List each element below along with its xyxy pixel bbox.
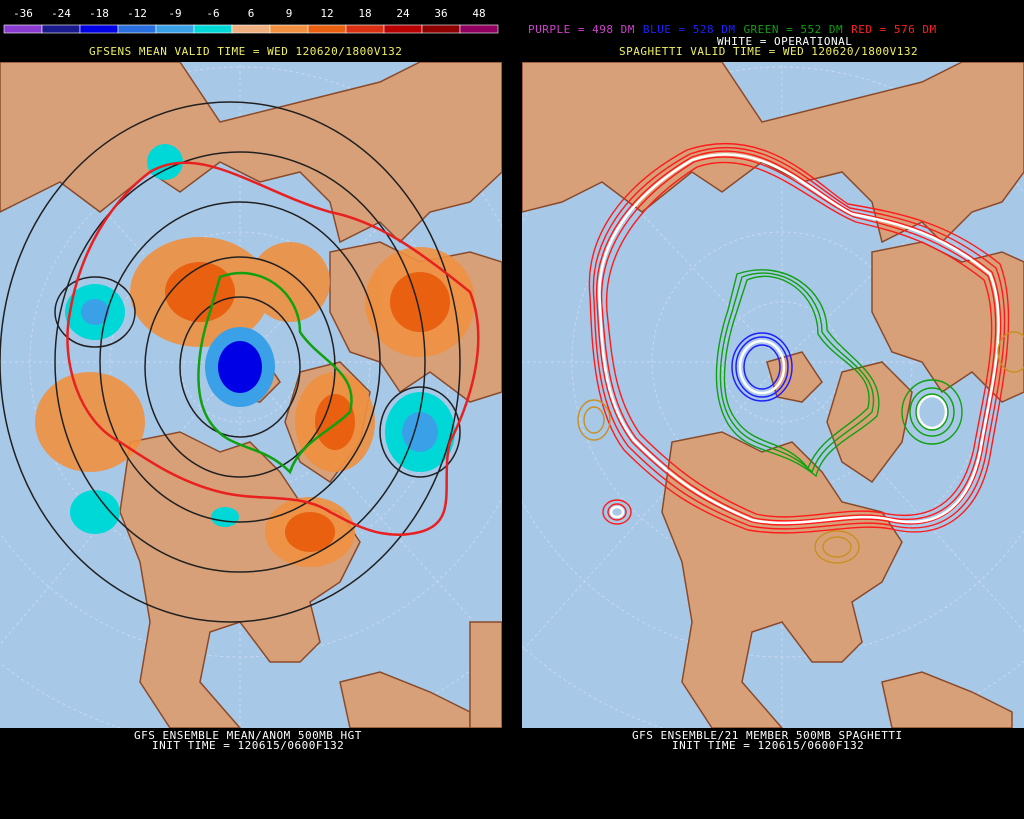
left-footer-line2: INIT TIME = 120615/0600F132 bbox=[152, 739, 345, 752]
arctic-islands bbox=[766, 351, 823, 403]
green-spaghetti-552 bbox=[715, 269, 963, 478]
negative-anomalies bbox=[65, 144, 455, 534]
scale-swatch bbox=[3, 24, 43, 34]
scale-label: -9 bbox=[168, 7, 182, 20]
scale-swatch bbox=[345, 24, 385, 34]
strong-positive-anomalies bbox=[165, 262, 450, 552]
right-footer-line1: GFS ENSEMBLE/21 MEMBER 500MB SPAGHETTI bbox=[632, 729, 903, 742]
left-valid-time: GFSENS MEAN VALID TIME = WED 120620/1800… bbox=[89, 45, 403, 58]
scale-swatch bbox=[117, 24, 157, 34]
anomaly-map bbox=[0, 62, 502, 728]
green-contour-552 bbox=[197, 271, 353, 475]
left-footer-line1: GFS ENSEMBLE MEAN/ANOM 500MB HGT bbox=[134, 729, 362, 742]
legend-entry: PURPLE = 498 DM bbox=[528, 23, 635, 36]
scale-label: 12 bbox=[320, 7, 334, 20]
white-operational-contours bbox=[598, 153, 1000, 525]
scale-swatch bbox=[459, 24, 499, 34]
scale-label: 24 bbox=[396, 7, 410, 20]
legend-entry: RED = 576 DM bbox=[851, 23, 937, 36]
red-contour-576 bbox=[66, 161, 480, 536]
panel-divider bbox=[502, 0, 522, 819]
contour-legend: PURPLE = 498 DM BLUE = 528 DM GREEN = 552 … bbox=[528, 24, 945, 35]
white-operational-label: WHITE = OPERATIONAL bbox=[717, 35, 853, 48]
scale-swatch bbox=[383, 24, 423, 34]
legend-entry: BLUE = 528 DM bbox=[642, 23, 736, 36]
scale-label: 6 bbox=[247, 7, 255, 20]
red-spaghetti-576 bbox=[588, 143, 1010, 534]
europe-landmass bbox=[871, 241, 1024, 403]
scale-swatch bbox=[79, 24, 119, 34]
scale-label: -36 bbox=[13, 7, 33, 20]
south-america-landmass bbox=[881, 671, 1013, 728]
scale-label: 18 bbox=[358, 7, 372, 20]
gold-spaghetti bbox=[577, 331, 1024, 564]
africa-landmass bbox=[469, 621, 502, 728]
scale-label: -18 bbox=[89, 7, 109, 20]
spaghetti-map bbox=[522, 62, 1024, 728]
scale-swatch bbox=[193, 24, 233, 34]
scale-label: -12 bbox=[127, 7, 147, 20]
scale-swatch bbox=[155, 24, 195, 34]
scale-swatch bbox=[421, 24, 461, 34]
scale-swatch bbox=[269, 24, 309, 34]
ensemble-mean-anomaly-panel: -36 -24 -18 -12 -9 -6 6 9 12 18 24 36 48 GFSENS MEAN… bbox=[0, 0, 502, 819]
scale-label: 36 bbox=[434, 7, 448, 20]
scale-label: -24 bbox=[51, 7, 71, 20]
spaghetti-panel: PURPLE = 498 DM BLUE = 528 DM GREEN = 552 … bbox=[522, 0, 1024, 819]
scale-swatch bbox=[307, 24, 347, 34]
scale-swatch bbox=[41, 24, 81, 34]
legend-entry: GREEN = 552 DM bbox=[743, 23, 844, 36]
scale-label: 9 bbox=[285, 7, 293, 20]
blue-spaghetti-528 bbox=[731, 332, 793, 402]
land-masses bbox=[522, 62, 1024, 728]
anomaly-color-scale bbox=[3, 24, 499, 34]
scale-label: -6 bbox=[206, 7, 220, 20]
height-contours bbox=[0, 101, 461, 623]
right-footer-line2: INIT TIME = 120615/0600F132 bbox=[672, 739, 865, 752]
right-valid-time: SPAGHETTI VALID TIME = WED 120620/1800V1… bbox=[619, 45, 919, 58]
scale-label: 48 bbox=[472, 7, 486, 20]
scale-swatch bbox=[231, 24, 271, 34]
